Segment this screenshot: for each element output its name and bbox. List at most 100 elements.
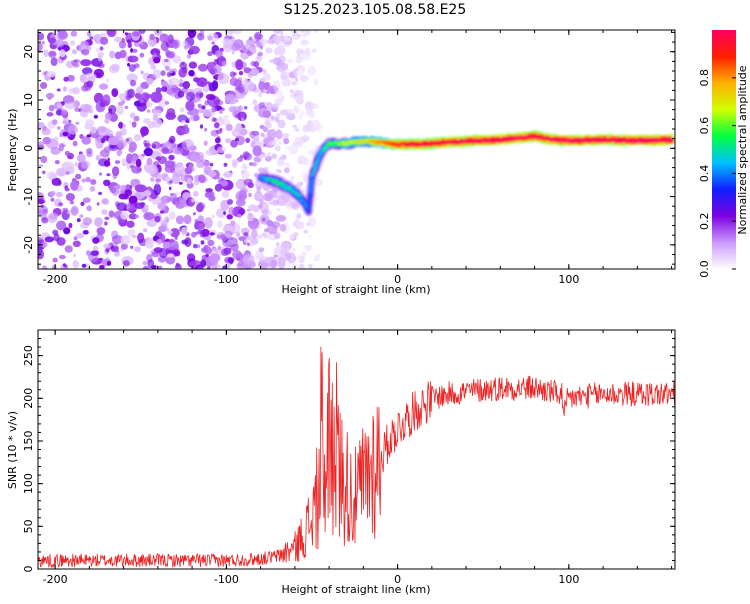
noise-blob (96, 155, 101, 160)
spectrogram-x-axis-label: Height of straight line (km) (281, 283, 430, 296)
noise-blob (109, 210, 115, 217)
noise-blob (194, 221, 205, 230)
noise-blob (147, 110, 150, 113)
noise-blob (149, 34, 154, 41)
noise-blob (107, 158, 110, 161)
noise-blob (253, 145, 262, 156)
noise-blob (57, 103, 62, 108)
noise-blob (130, 80, 136, 87)
noise-blob (146, 78, 153, 85)
noise-blob (223, 211, 226, 215)
noise-blob (212, 264, 218, 269)
noise-blob (156, 156, 162, 160)
noise-blob (176, 215, 184, 224)
signal-segment (440, 142, 442, 143)
noise-blob (169, 69, 173, 74)
noise-blob (165, 101, 169, 104)
noise-blob (287, 59, 293, 64)
noise-blob (276, 215, 287, 222)
colorbar-tick-label: 0.2 (698, 212, 711, 230)
noise-blob (295, 77, 298, 81)
noise-blob (104, 217, 109, 220)
noise-blob (244, 106, 247, 110)
noise-blob (238, 208, 245, 215)
noise-blob (291, 176, 295, 180)
noise-blob (276, 113, 281, 118)
noise-blob (74, 107, 80, 112)
signal-segment (333, 143, 335, 144)
noise-blob (142, 261, 147, 265)
noise-blob (212, 42, 215, 45)
noise-blob (101, 33, 107, 37)
noise-blob (139, 98, 144, 103)
noise-blob (268, 152, 271, 155)
noise-blob (284, 168, 290, 174)
noise-blob (59, 255, 66, 259)
noise-blob (153, 57, 160, 63)
spectrogram-y-axis-label: Frequency (Hz) (6, 109, 19, 192)
noise-blob (77, 218, 81, 222)
noise-blob (56, 221, 66, 231)
noise-blob (232, 159, 239, 165)
noise-blob (71, 31, 78, 37)
noise-blob (43, 137, 51, 145)
noise-blob (270, 260, 277, 268)
noise-blob (297, 221, 304, 230)
noise-blob (153, 114, 158, 121)
noise-blob (81, 136, 91, 144)
noise-blob (150, 177, 155, 182)
noise-blob (132, 121, 137, 127)
noise-blob (260, 202, 269, 213)
noise-blob (136, 86, 143, 94)
noise-blob (274, 255, 278, 258)
noise-blob (80, 202, 84, 206)
noise-blob (40, 82, 47, 89)
noise-blob (307, 66, 316, 76)
noise-blob (127, 63, 130, 67)
noise-blob (55, 160, 60, 164)
noise-blob (232, 51, 235, 55)
noise-blob (125, 106, 129, 109)
noise-blob (81, 85, 89, 91)
noise-blob (272, 199, 279, 205)
noise-blob (261, 39, 267, 46)
noise-blob (80, 59, 91, 66)
noise-blob (293, 128, 298, 132)
colorbar-tick-label: 0.6 (698, 117, 711, 135)
noise-blob (62, 132, 68, 137)
noise-blob (216, 130, 222, 134)
noise-blob (104, 221, 107, 225)
noise-blob (65, 245, 73, 252)
noise-blob (151, 65, 157, 70)
noise-blob (263, 154, 269, 158)
noise-blob (250, 61, 255, 66)
noise-blob (96, 48, 100, 52)
noise-blob (143, 266, 149, 271)
noise-blob (97, 227, 106, 235)
noise-blob (95, 140, 98, 144)
noise-blob (200, 259, 206, 267)
noise-blob (154, 184, 162, 196)
noise-blob (129, 121, 132, 124)
noise-blob (123, 124, 126, 128)
noise-blob (187, 111, 192, 115)
signal-segment (314, 168, 316, 173)
noise-blob (144, 148, 153, 157)
noise-blob (66, 193, 75, 201)
noise-blob (207, 81, 211, 84)
noise-blob (45, 236, 54, 242)
noise-blob (72, 49, 77, 55)
noise-blob (125, 95, 131, 101)
noise-blob (151, 265, 156, 269)
noise-blob (83, 217, 93, 225)
noise-blob (247, 51, 252, 56)
signal-segment (346, 143, 348, 144)
noise-blob (259, 247, 264, 252)
noise-blob (122, 38, 125, 43)
y-tick-label: -20 (22, 236, 35, 254)
noise-blob (200, 124, 203, 128)
noise-blob (146, 140, 150, 144)
noise-blob (167, 230, 173, 234)
noise-blob (70, 40, 75, 45)
